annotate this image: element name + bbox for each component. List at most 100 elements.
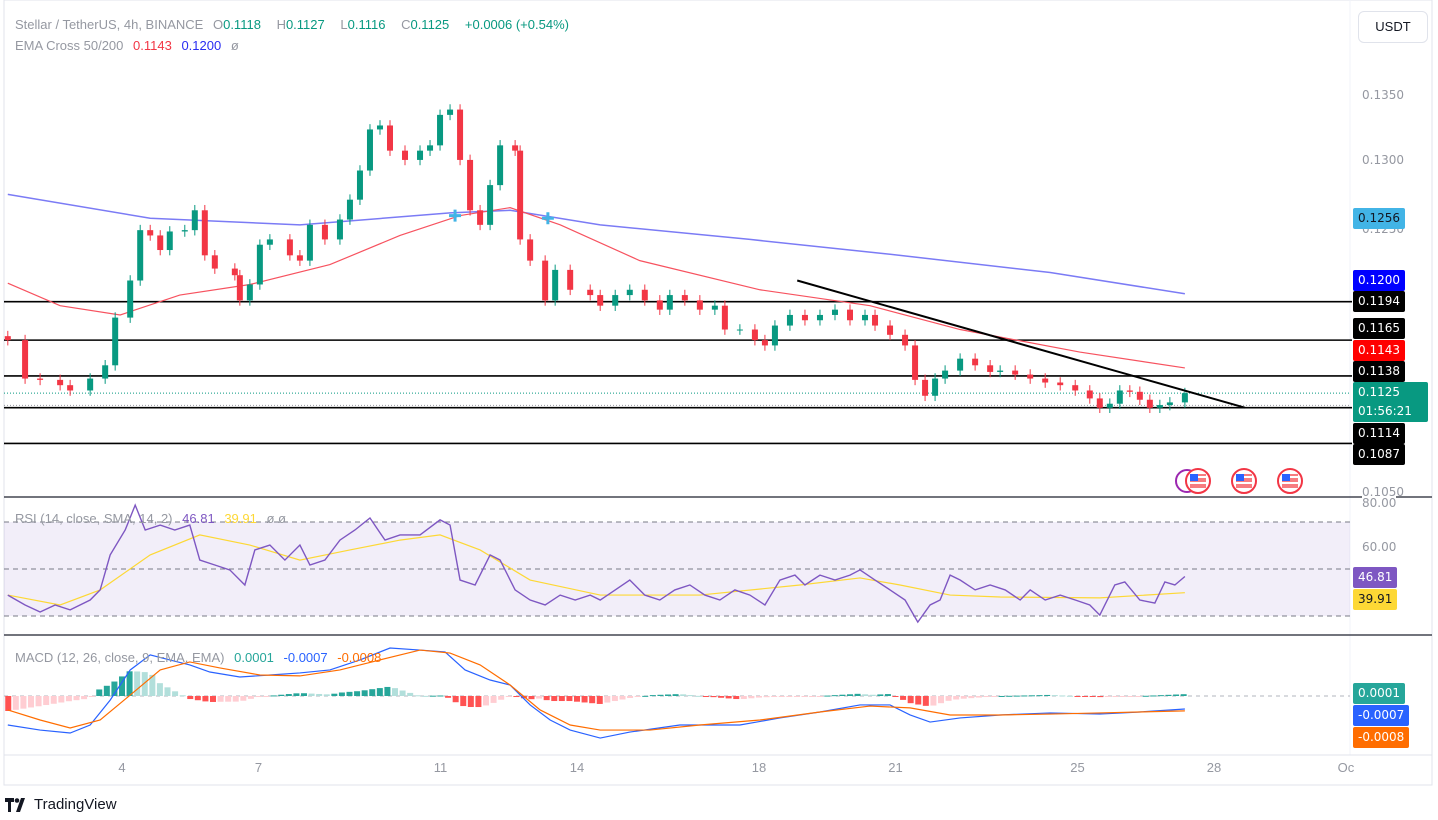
macd-histogram-bar (900, 696, 907, 700)
macd-histogram-bar (73, 696, 80, 701)
macd-line (7, 647, 1185, 739)
candle (286, 234, 293, 261)
ema-legend[interactable]: EMA Cross 50/200 0.1143 0.1200 ø (15, 38, 245, 53)
candle (681, 289, 688, 306)
macd-histogram-bar (338, 692, 345, 696)
candle (527, 234, 534, 266)
candle-body (626, 289, 633, 296)
macd-histogram-bar (179, 695, 186, 697)
candle-body (67, 385, 74, 391)
macd-histogram-bar (263, 696, 270, 697)
macd-histogram-bar (225, 696, 232, 702)
macd-histogram-bar (930, 696, 937, 706)
candle (1057, 377, 1064, 391)
macd-histogram-bar (429, 695, 436, 697)
price-tick: 0.1300 (1362, 153, 1404, 167)
candle-body (356, 170, 363, 200)
macd-histogram-bar (953, 696, 960, 700)
macd-histogram-bar (20, 696, 27, 709)
tradingview-logo[interactable]: TradingView (5, 796, 117, 813)
us-flag-event-icon[interactable] (1185, 468, 1211, 494)
macd-histogram-bar (816, 696, 823, 697)
macd-histogram-bar (763, 696, 770, 698)
last-price-badge: 0.1125 01:56:21 (1353, 382, 1428, 422)
macd-histogram-bar (1165, 694, 1172, 696)
candle (22, 334, 29, 384)
macd-histogram-bar (611, 696, 618, 702)
candle-body (666, 295, 673, 310)
candle-body (201, 210, 208, 256)
ema200-badge: 0.1200 (1353, 270, 1405, 291)
candle-body (57, 379, 64, 386)
macd-histogram-bar (361, 690, 368, 696)
candle-body (191, 210, 198, 231)
candle-body (447, 109, 454, 115)
us-flag-event-icon[interactable] (1231, 468, 1257, 494)
ema-extra: ø (230, 38, 239, 53)
price-tick: 0.1050 (1362, 485, 1404, 499)
rsi-tick: 80.00 (1362, 496, 1397, 510)
macd-histogram-bar (414, 695, 421, 697)
macd-histogram-bar (316, 693, 323, 696)
macd-histogram-bar (1112, 696, 1119, 697)
candle (512, 140, 519, 156)
candle-body (1136, 391, 1143, 400)
candle (721, 300, 728, 335)
rsi-tick: 60.00 (1362, 540, 1397, 554)
candle (157, 230, 164, 256)
macd-histogram-bar (968, 696, 975, 699)
candle (296, 250, 303, 266)
macd-histogram-bar (172, 691, 179, 696)
macd-histogram-bar (566, 696, 573, 702)
candle-body (816, 314, 823, 321)
candle-body (942, 370, 949, 379)
macd-histogram-bar (407, 692, 414, 696)
candle (201, 204, 208, 261)
macd-histogram-bar (323, 694, 330, 696)
candle-body (457, 109, 464, 160)
candle (356, 165, 363, 205)
macd-histogram-bar (748, 696, 755, 699)
candle-body (181, 230, 188, 232)
candle-body (376, 125, 383, 130)
candle-body (721, 305, 728, 330)
macd-histogram-bar (695, 695, 702, 697)
macd-histogram-bar (217, 696, 224, 702)
macd-histogram-bar (255, 696, 262, 698)
candle (1042, 373, 1049, 388)
macd-histogram-bar (877, 694, 884, 696)
chart-frame (3, 0, 1433, 786)
macd-signal-badge: -0.0008 (1353, 727, 1410, 748)
candle (597, 289, 604, 311)
us-flag-event-icon[interactable] (1277, 468, 1303, 494)
currency-button[interactable]: USDT (1358, 11, 1428, 43)
level-badge: 0.1165 (1353, 318, 1405, 339)
macd-histogram-bar (513, 696, 520, 698)
candle (336, 214, 343, 245)
candle-body (641, 289, 648, 301)
macd-legend[interactable]: MACD (12, 26, close, 9, EMA, EMA) 0.0001… (15, 650, 387, 665)
level-badge: 0.1114 (1353, 423, 1405, 444)
candle-body (1012, 370, 1019, 375)
macd-histogram-bar (384, 686, 391, 696)
rsi-label: RSI (14, close, SMA, 14, 2) (15, 511, 173, 526)
candle-body (1027, 374, 1034, 379)
ema50-badge: 0.1143 (1353, 340, 1405, 361)
macd-histogram-bar (983, 696, 990, 698)
candle-body (386, 125, 393, 151)
candle-body (957, 358, 964, 371)
trendline (796, 279, 1246, 409)
candle (666, 289, 673, 315)
macd-histogram-bar (892, 696, 899, 697)
rsi-legend[interactable]: RSI (14, close, SMA, 14, 2) 46.81 39.91 … (15, 511, 292, 526)
macd-histogram-bar (1135, 696, 1142, 697)
candle (467, 154, 474, 216)
macd-histogram-bar (756, 696, 762, 698)
chart-canvas[interactable] (0, 0, 1438, 790)
macd-histogram-bar (574, 696, 580, 702)
macd-histogram-bar (437, 695, 444, 697)
change-value: +0.0006 (+0.54%) (464, 17, 569, 32)
low-label: L (340, 17, 348, 32)
ema-cross-marker (541, 212, 554, 225)
candle (147, 224, 154, 241)
